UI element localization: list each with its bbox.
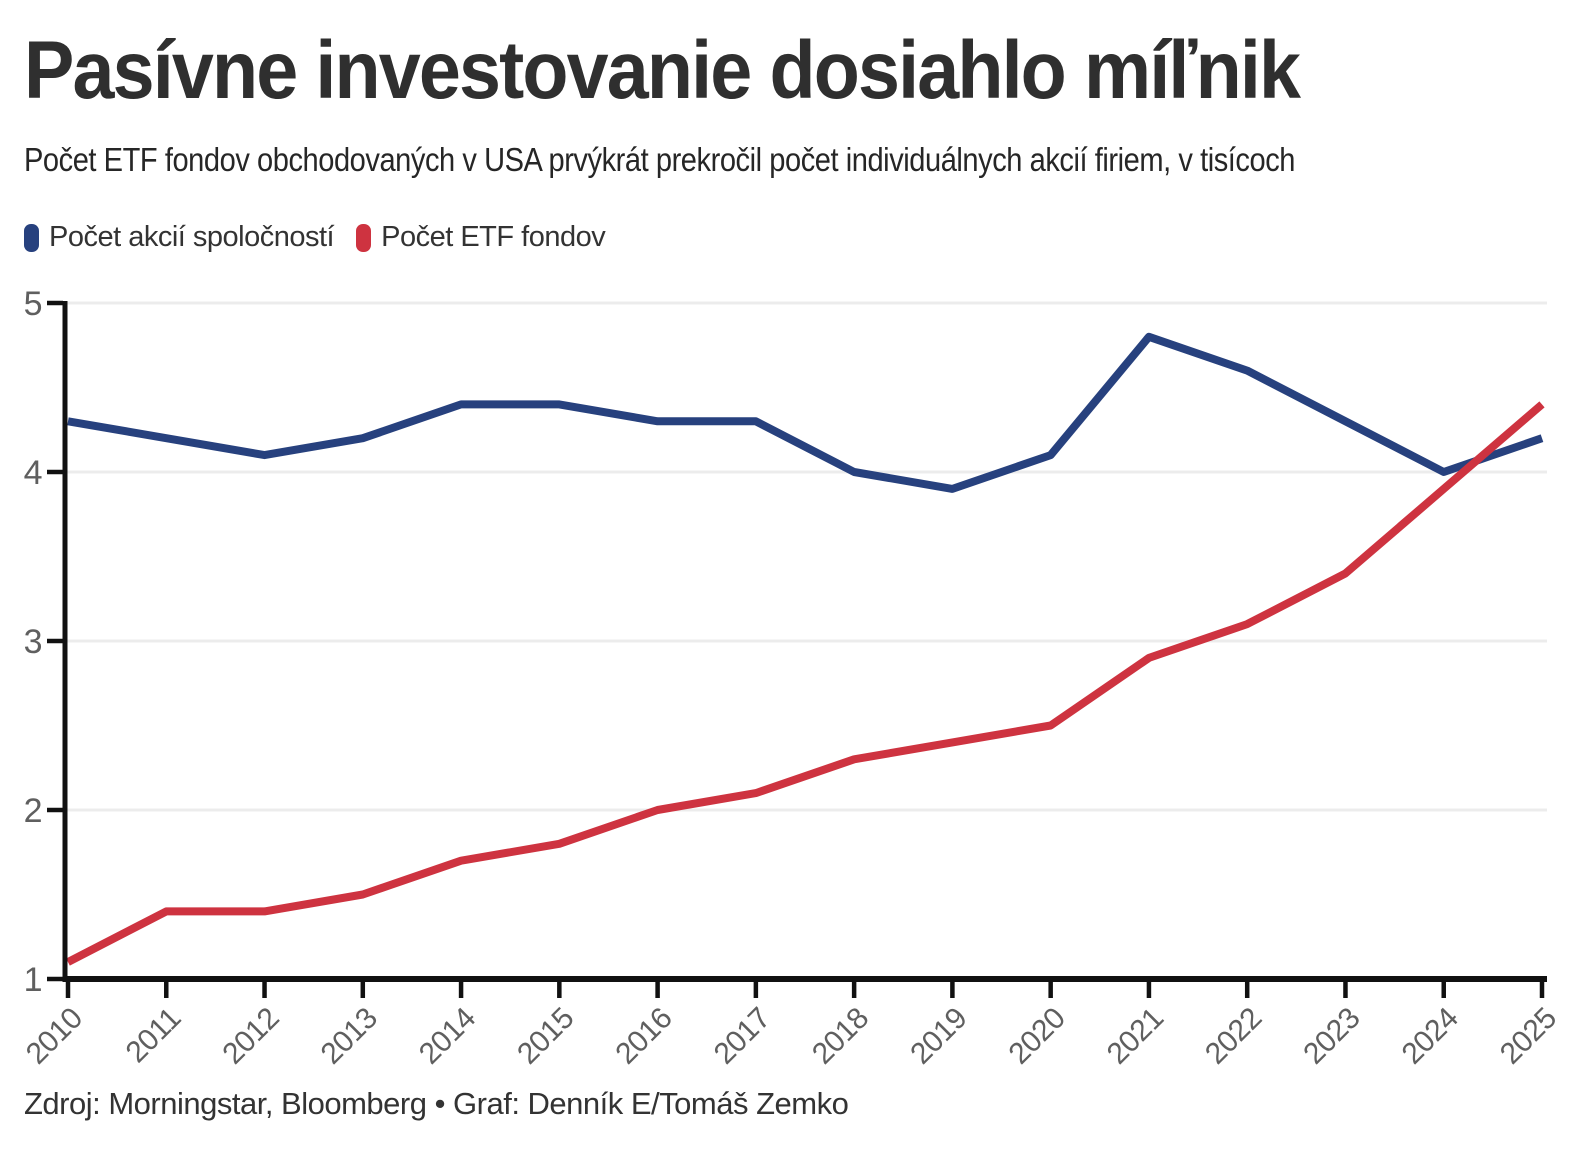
y-tick-label: 5: [24, 285, 42, 323]
legend-item-etf: Počet ETF fondov: [356, 221, 606, 254]
stocks-series-swatch-icon: [24, 223, 39, 252]
x-tick-label: 2010: [20, 1002, 89, 1071]
x-tick-label: 2022: [1199, 1002, 1268, 1071]
x-tick-label: 2016: [609, 1002, 678, 1071]
legend-item-label: Počet ETF fondov: [381, 221, 606, 253]
series-line-0: [67, 332, 1544, 493]
x-tick-label: 2021: [1101, 1002, 1170, 1071]
chart-title: Pasívne investovanie dosiahlo míľnik: [24, 25, 1301, 116]
x-tick-label: 2012: [216, 1002, 285, 1071]
y-tick-label: 4: [24, 454, 42, 492]
series-line-1: [66, 401, 1545, 966]
legend-item-label: Počet akcií spoločností: [49, 221, 335, 253]
x-tick-label: 2017: [708, 1002, 777, 1071]
y-tick-label: 3: [24, 623, 42, 661]
y-tick-label: 2: [24, 792, 42, 830]
chart-subtitle: Počet ETF fondov obchodovaných v USA prv…: [24, 141, 1296, 178]
source-note: Zdroj: Morningstar, Bloomberg • Graf: De…: [24, 1086, 849, 1121]
etf-series-swatch-icon: [356, 223, 372, 252]
x-tick-label: 2023: [1297, 1002, 1366, 1071]
x-tick-label: 2014: [413, 1002, 482, 1071]
x-tick-label: 2015: [511, 1002, 580, 1071]
legend: Počet akcií spoločností Počet ETF fondov: [24, 221, 606, 254]
x-tick-label: 2024: [1396, 1002, 1465, 1071]
y-tick-label: 1: [24, 961, 42, 999]
x-tick-label: 2025: [1494, 1002, 1563, 1071]
x-tick-label: 2020: [1002, 1002, 1071, 1071]
x-tick-label: 2018: [806, 1002, 875, 1071]
legend-item-stocks: Počet akcií spoločností: [24, 221, 335, 254]
x-tick-label: 2019: [904, 1002, 973, 1071]
x-tick-label: 2013: [315, 1002, 384, 1071]
x-tick-label: 2011: [120, 1002, 188, 1070]
